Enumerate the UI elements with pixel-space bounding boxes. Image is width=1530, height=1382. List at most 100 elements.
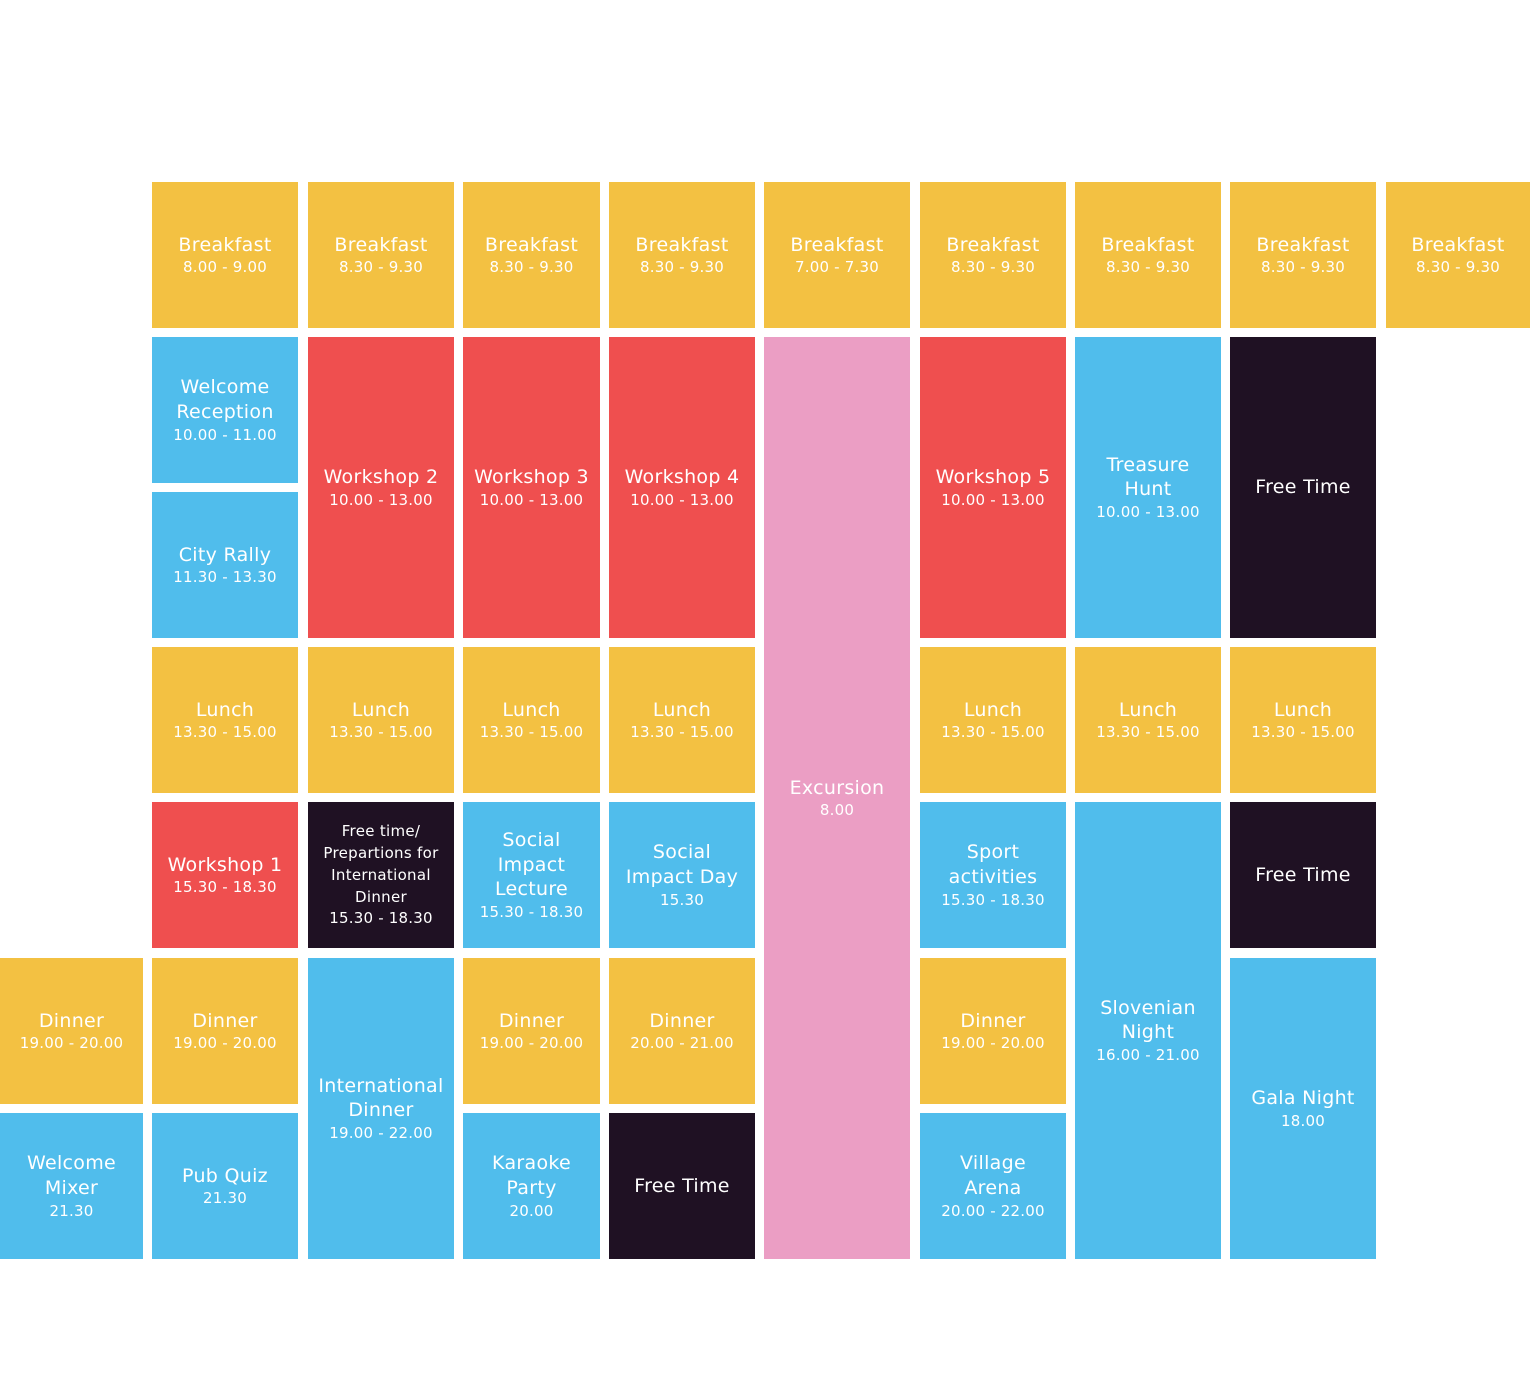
event-title: Lunch (652, 698, 712, 721)
event-title: Dinner (192, 1009, 258, 1032)
day2-free-time-block[interactable]: Free time/ Prepartions for International… (308, 802, 454, 948)
day4-breakfast-block[interactable]: Breakfast 8.30 - 9.30 (609, 182, 755, 328)
day8-free-time-afternoon-block[interactable]: Free Time (1230, 802, 1376, 948)
day9-breakfast-block[interactable]: Breakfast 8.30 - 9.30 (1386, 182, 1530, 328)
event-time: 19.00 - 20.00 (173, 1034, 277, 1053)
event-time: 15.30 - 18.30 (941, 890, 1045, 909)
event-time: 10.00 - 13.00 (479, 490, 584, 509)
day0-dinner-block[interactable]: Dinner 19.00 - 20.00 (0, 958, 143, 1104)
event-title: Social Impact Lecture (494, 828, 569, 901)
day1-dinner-block[interactable]: Dinner 19.00 - 20.00 (152, 958, 298, 1104)
day2-workshop-2-block[interactable]: Workshop 2 10.00 - 13.00 (308, 337, 454, 638)
event-time: 13.30 - 15.00 (479, 723, 584, 742)
event-time: 18.00 (1281, 1111, 1325, 1130)
event-time: 15.30 - 18.30 (173, 878, 277, 897)
day5-excursion-block[interactable]: Excursion 8.00 (764, 337, 910, 1259)
day7-treasure-hunt-block[interactable]: Treasure Hunt 10.00 - 13.00 (1075, 337, 1221, 638)
day7-lunch-block[interactable]: Lunch 13.30 - 15.00 (1075, 647, 1221, 793)
day6-village-arena-block[interactable]: Village Arena 20.00 - 22.00 (920, 1113, 1066, 1259)
event-time: 10.00 - 13.00 (941, 490, 1045, 509)
day1-breakfast-block[interactable]: Breakfast 8.00 - 9.00 (152, 182, 298, 328)
day1-welcome-reception-block[interactable]: Welcome Reception 10.00 - 11.00 (152, 337, 298, 483)
event-title: Welcome Reception (176, 376, 274, 423)
event-time: 10.00 - 13.00 (1096, 503, 1200, 522)
day3-social-impact-lecture-block[interactable]: Social Impact Lecture 15.30 - 18.30 (463, 802, 600, 948)
event-time: 8.30 - 9.30 (640, 258, 724, 277)
day1-workshop-1-block[interactable]: Workshop 1 15.30 - 18.30 (152, 802, 298, 948)
event-title: Lunch (1118, 698, 1178, 721)
event-title: International Dinner (318, 1074, 444, 1122)
day4-workshop-4-block[interactable]: Workshop 4 10.00 - 13.00 (609, 337, 755, 638)
day8-lunch-block[interactable]: Lunch 13.30 - 15.00 (1230, 647, 1376, 793)
day6-workshop-5-block[interactable]: Workshop 5 10.00 - 13.00 (920, 337, 1066, 638)
day6-breakfast-block[interactable]: Breakfast 8.30 - 9.30 (920, 182, 1066, 328)
event-title: Breakfast (334, 233, 428, 256)
event-time: 13.30 - 15.00 (630, 723, 734, 742)
event-time: 10.00 - 13.00 (630, 490, 734, 509)
day2-international-dinner-block[interactable]: International Dinner 19.00 - 22.00 (308, 958, 454, 1259)
event-title: Workshop 5 (935, 466, 1051, 489)
event-title: Lunch (351, 698, 411, 721)
event-title: Free Time (1255, 863, 1351, 886)
event-title: Breakfast (790, 233, 884, 256)
event-title: Dinner (38, 1009, 105, 1032)
event-time: 19.00 - 20.00 (19, 1034, 124, 1053)
event-time: 10.00 - 11.00 (173, 425, 277, 444)
day1-city-rally-block[interactable]: City Rally 11.30 - 13.30 (152, 492, 298, 638)
event-title: Slovenian Night (1100, 996, 1196, 1044)
event-time: 19.00 - 20.00 (941, 1034, 1045, 1053)
event-time: 15.30 - 18.30 (479, 902, 584, 921)
event-time: 13.30 - 15.00 (173, 723, 277, 742)
event-time: 13.30 - 15.00 (1096, 723, 1200, 742)
event-title: Dinner (960, 1009, 1026, 1032)
event-time: 8.00 - 9.00 (183, 258, 267, 277)
event-title: Dinner (649, 1009, 715, 1032)
day7-breakfast-block[interactable]: Breakfast 8.30 - 9.30 (1075, 182, 1221, 328)
day8-breakfast-block[interactable]: Breakfast 8.30 - 9.30 (1230, 182, 1376, 328)
event-title: Breakfast (178, 233, 272, 256)
day3-dinner-block[interactable]: Dinner 19.00 - 20.00 (463, 958, 600, 1104)
day4-dinner-block[interactable]: Dinner 20.00 - 21.00 (609, 958, 755, 1104)
event-title: Karaoke Party (492, 1152, 571, 1199)
day1-lunch-block[interactable]: Lunch 13.30 - 15.00 (152, 647, 298, 793)
event-time: 15.30 - 18.30 (329, 909, 433, 928)
event-time: 15.30 (660, 890, 704, 909)
event-time: 19.00 - 22.00 (329, 1124, 433, 1143)
event-title: Excursion (789, 776, 885, 799)
event-title: Workshop 4 (624, 466, 740, 489)
day4-social-impact-day-block[interactable]: Social Impact Day 15.30 (609, 802, 755, 948)
day3-karaoke-party-block[interactable]: Karaoke Party 20.00 (463, 1113, 600, 1259)
event-time: 8.30 - 9.30 (1416, 258, 1500, 277)
day3-lunch-block[interactable]: Lunch 13.30 - 15.00 (463, 647, 600, 793)
day6-dinner-block[interactable]: Dinner 19.00 - 20.00 (920, 958, 1066, 1104)
event-time: 10.00 - 13.00 (329, 490, 433, 509)
day2-breakfast-block[interactable]: Breakfast 8.30 - 9.30 (308, 182, 454, 328)
event-time: 13.30 - 15.00 (1251, 723, 1355, 742)
event-time: 13.30 - 15.00 (329, 723, 433, 742)
event-title: Workshop 1 (167, 853, 283, 876)
day3-breakfast-block[interactable]: Breakfast 8.30 - 9.30 (463, 182, 600, 328)
day1-pub-quiz-block[interactable]: Pub Quiz 21.30 (152, 1113, 298, 1259)
event-time: 21.30 (49, 1201, 94, 1220)
day6-sport-activities-block[interactable]: Sport activities 15.30 - 18.30 (920, 802, 1066, 948)
event-time: 8.30 - 9.30 (1106, 258, 1190, 277)
day8-gala-night-block[interactable]: Gala Night 18.00 (1230, 958, 1376, 1259)
event-title: Pub Quiz (182, 1164, 268, 1187)
event-time: 16.00 - 21.00 (1096, 1046, 1200, 1065)
day4-free-time-block[interactable]: Free Time (609, 1113, 755, 1259)
day8-free-time-morning-block[interactable]: Free Time (1230, 337, 1376, 638)
event-title: Breakfast (1256, 233, 1350, 256)
event-title: Lunch (963, 698, 1023, 721)
day6-lunch-block[interactable]: Lunch 13.30 - 15.00 (920, 647, 1066, 793)
day5-breakfast-block[interactable]: Breakfast 7.00 - 7.30 (764, 182, 910, 328)
event-time: 8.00 (819, 801, 855, 820)
event-time: 19.00 - 20.00 (479, 1034, 584, 1053)
day2-lunch-block[interactable]: Lunch 13.30 - 15.00 (308, 647, 454, 793)
event-title: Breakfast (635, 233, 729, 256)
day7-slovenian-night-block[interactable]: Slovenian Night 16.00 - 21.00 (1075, 802, 1221, 1259)
event-title: Workshop 3 (474, 466, 589, 489)
day3-workshop-3-block[interactable]: Workshop 3 10.00 - 13.00 (463, 337, 600, 638)
day4-lunch-block[interactable]: Lunch 13.30 - 15.00 (609, 647, 755, 793)
event-title: Free time/ Prepartions for International… (323, 822, 439, 906)
day0-welcome-mixer-block[interactable]: Welcome Mixer 21.30 (0, 1113, 143, 1259)
